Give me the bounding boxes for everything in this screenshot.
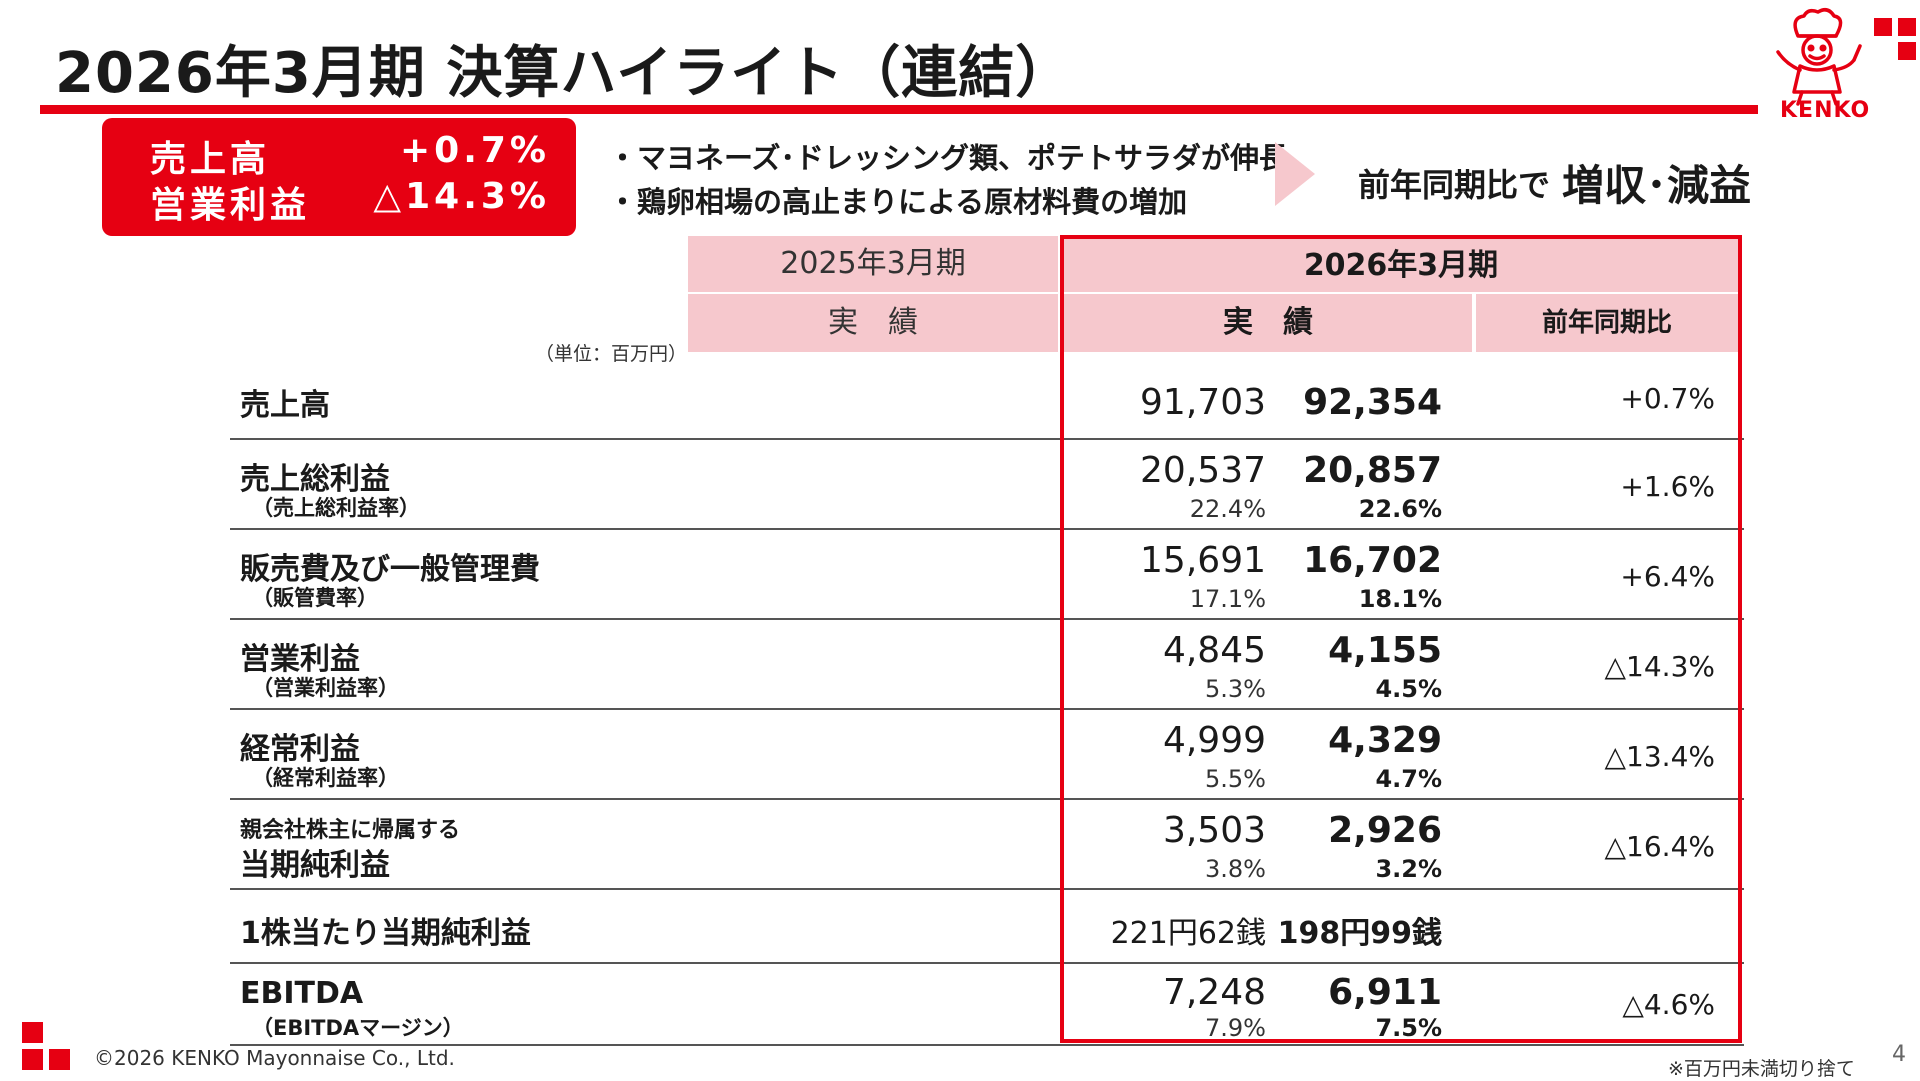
yoy-value: +6.4% [1620, 560, 1715, 593]
row-name: EBITDA [240, 976, 364, 1011]
row-name: 営業利益 [240, 642, 360, 677]
yoy-value: +0.7% [1620, 382, 1715, 415]
value-2026: 16,702 [1303, 540, 1442, 581]
copyright: ©2026 KENKO Mayonnaise Co., Ltd. [94, 1046, 455, 1070]
brand-logo-text: KENKO [1780, 98, 1871, 123]
value-2026: 4,329 [1328, 720, 1442, 761]
unit-note: （単位：百万円） [535, 343, 688, 365]
yoy-value: △13.4% [1604, 740, 1715, 773]
ratio-2026: 18.1% [1358, 585, 1442, 613]
yoy-value: +1.6% [1620, 470, 1715, 503]
header-actual-curr: 実 績 [1064, 294, 1472, 352]
row-name: 売上高 [240, 388, 330, 423]
value-2026: 20,857 [1303, 450, 1442, 491]
corner-squares-bottom-left [22, 1022, 70, 1070]
table-row: 経常利益 （経常利益率） 4,999 5.5% 4,329 4.7% △13.4… [230, 710, 1744, 800]
row-sub: （EBITDAマージン） [252, 1016, 464, 1040]
highlight-label: 売上高 [150, 139, 271, 180]
row-sub: （営業利益率） [252, 676, 399, 700]
row-sub: （経常利益率） [252, 766, 399, 790]
value-2026: 2,926 [1328, 810, 1442, 851]
row-name: 販売費及び一般管理費 [240, 552, 540, 587]
row-name: 経常利益 [240, 732, 360, 767]
yoy-value: △16.4% [1604, 830, 1715, 863]
highlight-box: 売上高 +0.7% 営業利益 △14.3% [102, 118, 576, 236]
value-2026: 198円99銭 [1277, 916, 1442, 951]
row-prefix: 親会社株主に帰属する [240, 818, 461, 843]
value-2026: 4,155 [1328, 630, 1442, 671]
value-2025: 15,691 [1140, 540, 1266, 581]
header-period-prev: 2025年3月期 [688, 236, 1058, 292]
page-title: 2026年3月期 決算ハイライト（連結） [55, 41, 1073, 106]
ratio-2025: 17.1% [1189, 585, 1266, 613]
yoy-value: △14.3% [1604, 650, 1715, 683]
value-2026: 6,911 [1328, 972, 1442, 1013]
value-2025: 7,248 [1162, 972, 1266, 1013]
value-2025: 4,845 [1162, 630, 1266, 671]
summary-result: 増収･減益 [1562, 161, 1752, 210]
header-period-curr: 2026年3月期 [1064, 239, 1738, 292]
header-yoy: 前年同期比 [1476, 294, 1738, 352]
ratio-2025: 5.3% [1205, 675, 1266, 703]
ratio-2026: 22.6% [1358, 495, 1442, 523]
chef-mascot-logo-icon [1776, 8, 1862, 106]
header-actual-prev: 実 績 [688, 294, 1058, 352]
highlight-label: 営業利益 [150, 185, 311, 226]
corner-squares-top-right [1874, 18, 1916, 60]
value-2026: 92,354 [1303, 382, 1442, 423]
ratio-2026: 3.2% [1375, 855, 1442, 883]
table-row: EBITDA （EBITDAマージン） 7,248 7.9% 6,911 7.5… [230, 964, 1744, 1046]
value-2025: 20,537 [1140, 450, 1266, 491]
table-row: 売上高 91,703 92,354 +0.7% [230, 354, 1744, 440]
ratio-2026: 7.5% [1375, 1014, 1442, 1042]
ratio-2025: 5.5% [1205, 765, 1266, 793]
table-row: 親会社株主に帰属する 当期純利益 3,503 3.8% 2,926 3.2% △… [230, 800, 1744, 890]
page-number: 4 [1892, 1042, 1906, 1067]
ratio-2025: 7.9% [1205, 1014, 1266, 1042]
row-sub: （販管費率） [252, 586, 378, 610]
ratio-2025: 3.8% [1205, 855, 1266, 883]
row-name: 1株当たり当期純利益 [240, 916, 531, 951]
ratio-2025: 22.4% [1189, 495, 1266, 523]
value-2025: 221円62銭 [1110, 916, 1266, 951]
yoy-value: △4.6% [1622, 988, 1715, 1021]
value-2025: 4,999 [1162, 720, 1266, 761]
table-row: 営業利益 （営業利益率） 4,845 5.3% 4,155 4.5% △14.3… [230, 620, 1744, 710]
row-name: 売上総利益 [240, 462, 390, 497]
highlight-value: △14.3% [373, 176, 550, 217]
bullet-list: ・マヨネーズ･ドレッシング類、ポテトサラダが伸長 ・鶏卵相場の高止まりによる原材… [608, 136, 1288, 224]
title-underline [40, 105, 1758, 114]
table-row: 1株当たり当期純利益 221円62銭 198円99銭 [230, 890, 1744, 964]
summary-prefix: 前年同期比で [1358, 166, 1551, 204]
value-2025: 3,503 [1162, 810, 1266, 851]
ratio-2026: 4.5% [1375, 675, 1442, 703]
ratio-2026: 4.7% [1375, 765, 1442, 793]
table-row: 販売費及び一般管理費 （販管費率） 15,691 17.1% 16,702 18… [230, 530, 1744, 620]
value-2025: 91,703 [1140, 382, 1266, 423]
table-row: 売上総利益 （売上総利益率） 20,537 22.4% 20,857 22.6%… [230, 440, 1744, 530]
row-name: 当期純利益 [240, 848, 390, 883]
rounding-note: ※百万円未満切り捨て [1668, 1058, 1855, 1080]
arrow-right-icon [1275, 142, 1315, 206]
row-sub: （売上総利益率） [252, 496, 420, 520]
highlight-value: +0.7% [399, 130, 550, 171]
bullet-item: ・鶏卵相場の高止まりによる原材料費の増加 [608, 185, 1188, 219]
bullet-item: ・マヨネーズ･ドレッシング類、ポテトサラダが伸長 [608, 141, 1289, 175]
summary-text: 前年同期比で 増収･減益 [1358, 148, 1752, 210]
